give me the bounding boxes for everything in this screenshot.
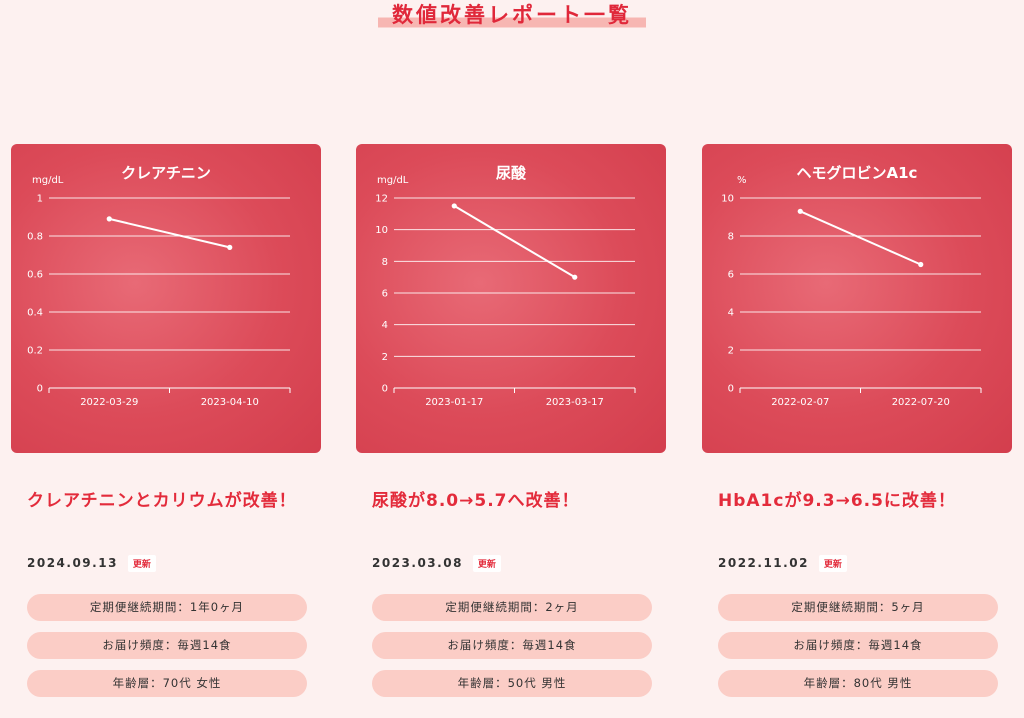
frequency-tag: お届け頻度：毎週14食: [372, 632, 652, 659]
y-tick-label: 6: [728, 270, 734, 281]
line-chart-hba1c: ヘモグロビンA1c% 0 2 4 6 8 10 2022-02-07 2022-07-20: [721, 164, 982, 408]
updated-badge: 更新: [818, 554, 847, 572]
y-axis-unit: mg/dL: [377, 175, 409, 186]
publish-date: 2022.11.02: [718, 556, 809, 570]
date-row: 2023.03.08 更新: [372, 553, 666, 573]
frequency-tag: お届け頻度：毎週14食: [718, 632, 998, 659]
page-title-text: 数値改善レポート一覧: [378, 0, 646, 30]
series-line: [453, 205, 576, 279]
y-tick-label: 8: [382, 257, 388, 268]
y-tick-label: 8: [728, 232, 734, 243]
y-tick-label: 0.8: [27, 232, 43, 243]
card-title[interactable]: HbA1cが9.3→6.5に改善！: [718, 491, 956, 511]
report-card-creatinine[interactable]: クレアチニン mg/dL 0 0.2 0.4 0.6 0.8 1 2022-03-29 2023-…: [11, 144, 321, 697]
x-tick-label: 2023-01-17: [425, 397, 483, 408]
publish-date: 2024.09.13: [27, 556, 118, 570]
line-chart-uric-acid: 尿酸 mg/dL 0 2 4 6 8 10 12 2023-01-17 2023-03-17: [375, 164, 636, 408]
y-tick-label: 0.6: [27, 270, 43, 281]
age-tag: 年齢層：70代 女性: [27, 670, 307, 697]
updated-badge: 更新: [127, 554, 156, 572]
line-chart-creatinine: クレアチニン mg/dL 0 0.2 0.4 0.6 0.8 1 2022-03-29 2023-…: [27, 164, 291, 408]
y-tick-label: 1: [37, 194, 43, 205]
data-point: [918, 261, 924, 268]
data-point: [572, 274, 578, 280]
data-point: [797, 208, 803, 214]
chart-title: クレアチニン: [121, 164, 211, 182]
series-line: [799, 210, 922, 266]
chart-panel: ヘモグロビンA1c% 0 2 4 6 8 10 2022-02-07 2022-07-20: [702, 144, 1012, 453]
report-card-uric-acid[interactable]: 尿酸 mg/dL 0 2 4 6 8 10 12 2023-01-17 2023-03-17 尿酸が…: [356, 144, 666, 697]
y-tick-label: 10: [721, 194, 734, 205]
date-row: 2024.09.13 更新: [27, 553, 321, 573]
y-tick-label: 2: [728, 346, 734, 357]
duration-tag: 定期便継続期間：1年0ヶ月: [27, 594, 307, 621]
chart-panel: クレアチニン mg/dL 0 0.2 0.4 0.6 0.8 1 2022-03-29 2023-…: [11, 144, 321, 453]
updated-badge: 更新: [472, 554, 501, 572]
page-title: 数値改善レポート一覧: [0, 0, 1024, 30]
y-tick-label: 6: [382, 289, 388, 300]
y-tick-label: 2: [382, 352, 388, 363]
report-card-hba1c[interactable]: ヘモグロビンA1c% 0 2 4 6 8 10 2022-02-07 2022-07-20 Hb…: [702, 144, 1012, 697]
data-point: [106, 216, 112, 222]
duration-tag: 定期便継続期間：2ヶ月: [372, 594, 652, 621]
y-tick-label: 0.4: [27, 308, 43, 319]
y-tick-label: 0: [382, 384, 388, 395]
card-title[interactable]: 尿酸が8.0→5.7へ改善！: [372, 491, 580, 511]
y-tick-label: 0: [728, 384, 734, 395]
frequency-tag: お届け頻度：毎週14食: [27, 632, 307, 659]
data-point: [451, 203, 457, 209]
y-tick-label: 12: [375, 194, 388, 205]
x-tick-label: 2022-02-07: [771, 397, 829, 408]
y-tick-label: 4: [382, 320, 388, 331]
date-row: 2022.11.02 更新: [718, 553, 1012, 573]
y-tick-label: 10: [375, 225, 388, 236]
y-tick-label: 0.2: [27, 346, 43, 357]
y-axis-unit: mg/dL: [32, 175, 64, 186]
y-axis-unit: %: [737, 175, 747, 186]
x-tick-label: 2023-03-17: [546, 397, 604, 408]
publish-date: 2023.03.08: [372, 556, 463, 570]
data-point: [227, 244, 233, 250]
chart-title: ヘモグロビンA1c: [797, 164, 918, 182]
x-tick-label: 2022-03-29: [80, 397, 138, 408]
chart-title: 尿酸: [496, 164, 527, 182]
x-tick-label: 2022-07-20: [892, 397, 950, 408]
age-tag: 年齢層：50代 男性: [372, 670, 652, 697]
series-line: [109, 217, 230, 249]
age-tag: 年齢層：80代 男性: [718, 670, 998, 697]
x-tick-label: 2023-04-10: [201, 397, 259, 408]
card-title[interactable]: クレアチニンとカリウムが改善！: [27, 491, 297, 511]
duration-tag: 定期便継続期間：5ヶ月: [718, 594, 998, 621]
chart-panel: 尿酸 mg/dL 0 2 4 6 8 10 12 2023-01-17 2023-03-17: [356, 144, 666, 453]
y-tick-label: 4: [728, 308, 734, 319]
y-tick-label: 0: [37, 384, 43, 395]
